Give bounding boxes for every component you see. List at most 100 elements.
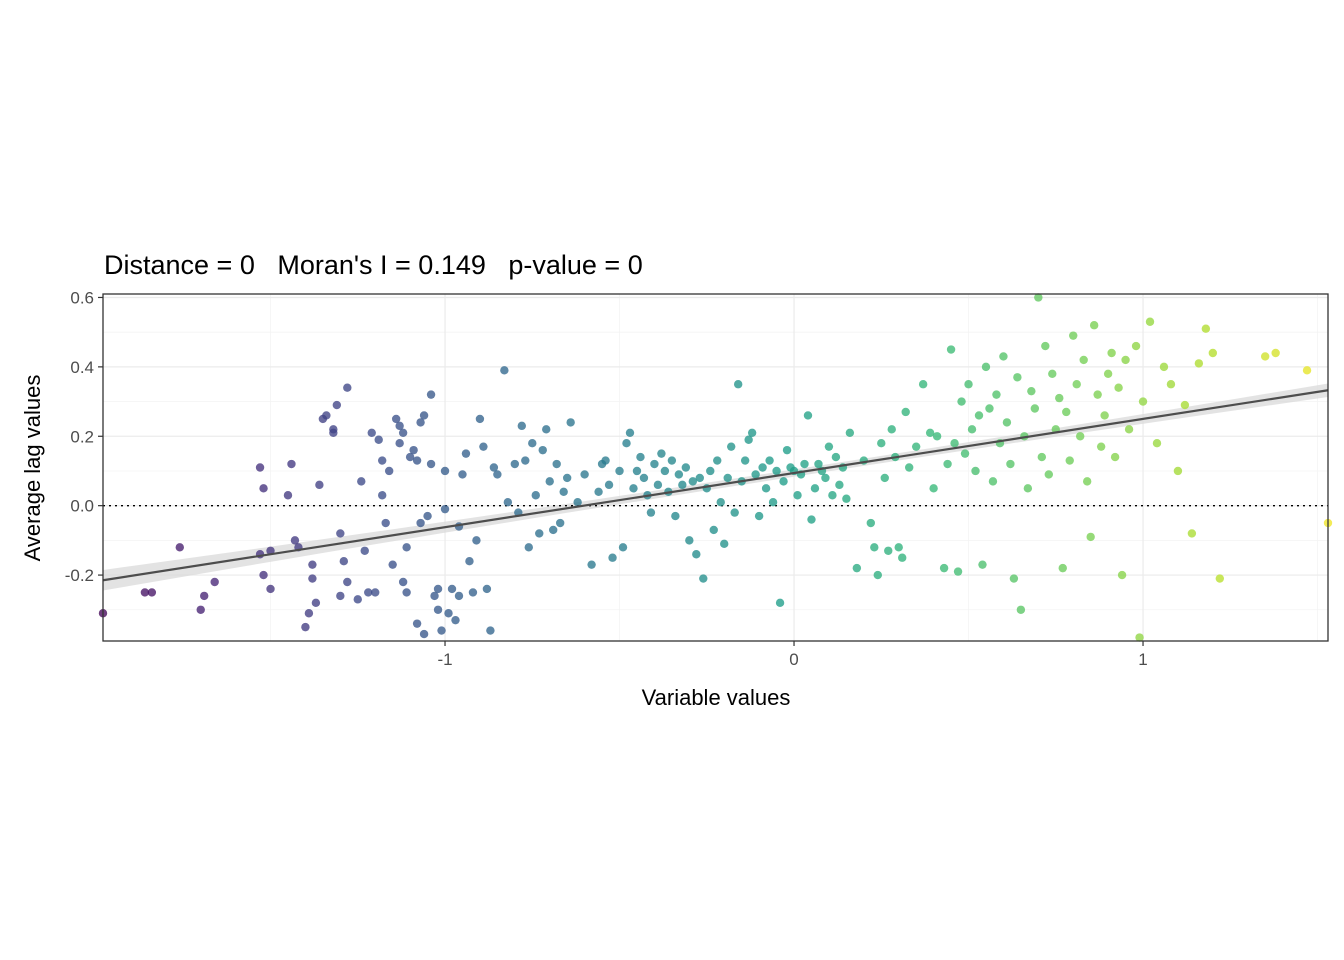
x-axis-ticks: -1 0 1 — [437, 641, 1148, 669]
y-axis-ticks: -0.2 0.0 0.2 0.4 0.6 — [65, 288, 103, 585]
data-point — [531, 491, 540, 500]
data-point — [911, 442, 921, 451]
x-tick-label: 0 — [789, 650, 798, 669]
data-point — [378, 491, 387, 500]
data-point — [1002, 418, 1012, 427]
data-point — [479, 442, 488, 451]
y-tick-label: 0.6 — [70, 288, 94, 307]
data-point — [336, 529, 345, 538]
data-point — [433, 584, 443, 594]
data-point — [873, 570, 882, 580]
data-point — [1058, 563, 1067, 573]
data-point — [559, 487, 568, 496]
data-point — [999, 352, 1008, 361]
data-point — [730, 508, 739, 517]
data-point — [1173, 466, 1183, 476]
data-point — [367, 428, 376, 437]
data-point — [353, 595, 362, 604]
data-point — [632, 466, 642, 476]
data-point — [287, 459, 296, 469]
data-point — [782, 445, 792, 455]
data-point — [388, 560, 397, 569]
data-point — [657, 449, 666, 458]
data-point — [486, 626, 495, 635]
data-point — [1006, 459, 1015, 469]
data-point — [357, 477, 366, 486]
data-point — [311, 598, 321, 608]
x-tick-label: -1 — [437, 650, 452, 669]
data-point — [1180, 400, 1190, 410]
data-point — [946, 345, 956, 354]
data-point — [147, 588, 157, 597]
data-point — [1041, 341, 1050, 351]
data-point — [412, 619, 422, 628]
data-point — [1072, 380, 1081, 389]
data-point — [259, 570, 268, 580]
data-point — [932, 432, 942, 441]
data-point — [971, 466, 980, 476]
data-point — [524, 543, 533, 552]
data-point — [336, 591, 345, 601]
data-point — [1062, 407, 1071, 417]
data-point — [981, 362, 991, 372]
data-point — [433, 605, 443, 614]
data-point — [775, 598, 785, 608]
data-point — [660, 466, 670, 476]
data-point — [894, 543, 903, 552]
data-point — [266, 584, 275, 594]
data-point — [381, 518, 390, 528]
x-axis-title: Variable values — [642, 685, 791, 710]
data-point — [259, 484, 268, 493]
x-tick-label: 1 — [1138, 650, 1147, 669]
data-point — [1166, 380, 1176, 389]
data-point — [1114, 383, 1123, 392]
data-point — [1048, 369, 1057, 379]
data-point — [332, 400, 342, 410]
chart-title: Distance = 0 Moran's I = 0.149 p-value =… — [104, 250, 643, 280]
data-point — [1069, 331, 1078, 340]
data-point — [901, 407, 910, 417]
data-point — [803, 411, 813, 420]
data-point — [716, 498, 725, 507]
data-point — [765, 456, 774, 465]
data-point — [549, 525, 558, 535]
data-point — [629, 484, 638, 493]
data-point — [1121, 355, 1130, 365]
data-point — [1110, 452, 1120, 462]
data-point — [681, 463, 691, 472]
data-point — [768, 498, 778, 507]
data-point — [974, 411, 984, 420]
data-point — [339, 556, 349, 566]
data-point — [625, 428, 635, 437]
data-point — [343, 577, 352, 587]
data-point — [678, 480, 687, 490]
data-point — [1135, 633, 1144, 642]
data-point — [831, 452, 841, 462]
data-point — [398, 577, 408, 587]
data-point — [402, 588, 411, 597]
data-point — [884, 546, 893, 555]
data-point — [898, 553, 907, 562]
data-point — [587, 560, 596, 569]
data-point — [1159, 362, 1169, 372]
data-point — [747, 428, 757, 437]
data-point — [360, 546, 369, 555]
data-point — [395, 421, 404, 431]
trend-line — [102, 389, 1329, 582]
data-point — [475, 414, 485, 424]
data-point — [444, 609, 453, 618]
data-point — [430, 591, 439, 601]
data-point — [622, 439, 631, 448]
data-point — [409, 445, 418, 455]
data-point — [646, 508, 656, 517]
data-point — [542, 425, 551, 434]
data-point — [727, 442, 736, 451]
data-point — [395, 439, 404, 448]
data-point — [674, 470, 684, 479]
data-point — [740, 456, 750, 465]
data-point — [510, 459, 520, 469]
data-point — [402, 543, 411, 552]
data-point — [468, 588, 478, 597]
data-point — [1030, 404, 1040, 413]
data-point — [447, 584, 457, 594]
